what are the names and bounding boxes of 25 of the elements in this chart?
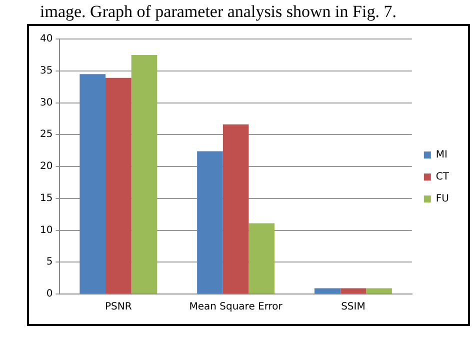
- bar: [366, 288, 392, 294]
- y-tick-label: 25: [40, 129, 53, 140]
- bar: [197, 151, 223, 294]
- y-tick-label: 0: [46, 288, 53, 300]
- bar: [314, 288, 340, 294]
- bar: [222, 124, 249, 294]
- y-tick-label: 10: [40, 224, 53, 236]
- y-tick-label: 30: [40, 97, 53, 108]
- bar: [131, 54, 158, 294]
- legend-label: CT: [436, 172, 450, 183]
- x-tick-label: Mean Square Error: [189, 302, 284, 313]
- legend-label: MI: [436, 150, 448, 161]
- x-tick-label: PSNR: [105, 302, 132, 313]
- y-tick-label: 35: [40, 65, 53, 76]
- bar: [248, 223, 275, 294]
- text: image. Graph of parameter analysis shown in Fig. 7.: [40, 2, 396, 21]
- legend-label: FU: [436, 194, 449, 205]
- x-tick-label: SSIM: [341, 302, 366, 313]
- bar: [106, 78, 132, 294]
- y-tick-label: 5: [46, 256, 53, 268]
- bar: [80, 74, 106, 294]
- y-tick-label: 40: [40, 34, 53, 45]
- y-tick-label: 20: [40, 161, 53, 172]
- y-tick-label: 15: [40, 192, 53, 204]
- bar: [340, 288, 366, 294]
